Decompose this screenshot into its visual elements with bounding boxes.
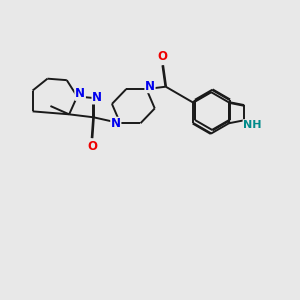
Text: O: O [158, 50, 168, 64]
Text: N: N [75, 87, 85, 100]
Text: N: N [145, 80, 155, 93]
Text: N: N [75, 87, 85, 100]
Text: N: N [111, 117, 121, 130]
Text: NH: NH [243, 120, 262, 130]
Text: N: N [92, 91, 102, 104]
Text: O: O [87, 140, 97, 153]
